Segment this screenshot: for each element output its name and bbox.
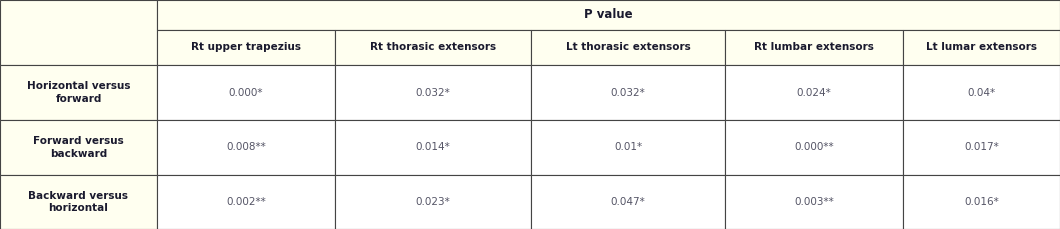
Text: 0.047*: 0.047* [611,197,646,207]
Text: Lt lumar extensors: Lt lumar extensors [926,43,1037,52]
Text: 0.024*: 0.024* [797,87,831,98]
Bar [157,0,1060,30]
Bar [335,175,531,229]
Bar [157,65,335,120]
Bar [0,65,157,120]
Bar [335,30,531,65]
Text: 0.016*: 0.016* [965,197,999,207]
Text: Backward versus
horizontal: Backward versus horizontal [29,191,128,213]
Bar [903,120,1060,175]
Text: 0.04*: 0.04* [968,87,995,98]
Bar [157,175,335,229]
Text: 0.017*: 0.017* [965,142,999,153]
Text: 0.000*: 0.000* [229,87,263,98]
Bar [725,175,903,229]
Text: 0.014*: 0.014* [416,142,450,153]
Bar [725,120,903,175]
Bar [0,0,157,65]
Bar [0,120,157,175]
Text: 0.032*: 0.032* [611,87,646,98]
Text: Rt lumbar extensors: Rt lumbar extensors [754,43,874,52]
Text: Lt thorasic extensors: Lt thorasic extensors [566,43,690,52]
Text: 0.01*: 0.01* [614,142,642,153]
Bar [335,65,531,120]
Bar [903,30,1060,65]
Bar [531,120,725,175]
Text: Rt thorasic extensors: Rt thorasic extensors [370,43,496,52]
Bar [903,65,1060,120]
Bar [725,30,903,65]
Text: 0.008**: 0.008** [226,142,266,153]
Bar [531,65,725,120]
Bar [725,65,903,120]
Bar [531,30,725,65]
Text: 0.003**: 0.003** [794,197,834,207]
Bar [531,175,725,229]
Text: 0.000**: 0.000** [794,142,834,153]
Text: 0.002**: 0.002** [226,197,266,207]
Bar [903,175,1060,229]
Bar [335,120,531,175]
Bar [157,30,335,65]
Text: 0.032*: 0.032* [416,87,450,98]
Bar [157,120,335,175]
Bar [0,175,157,229]
Text: P value: P value [584,8,633,22]
Text: 0.023*: 0.023* [416,197,450,207]
Text: Forward versus
backward: Forward versus backward [33,136,124,159]
Text: Horizontal versus
forward: Horizontal versus forward [26,81,130,104]
Text: Rt upper trapezius: Rt upper trapezius [191,43,301,52]
